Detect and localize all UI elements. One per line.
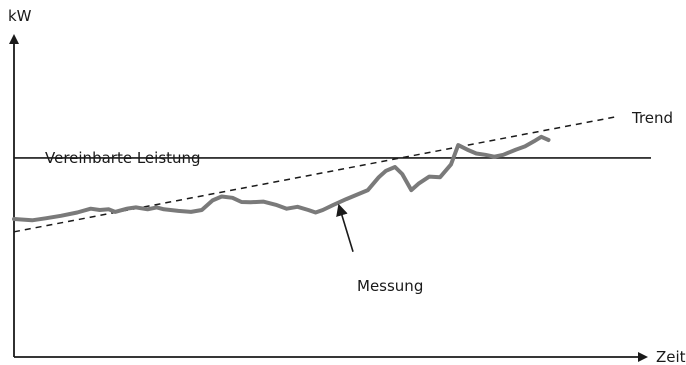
trend-label: Trend	[631, 109, 673, 127]
measurement-line	[12, 134, 551, 223]
measurement-label: Messung	[357, 277, 423, 295]
measurement-annotation-arrow	[336, 203, 354, 252]
reference-line-label: Vereinbarte Leistung	[45, 149, 201, 167]
trend-line	[13, 115, 620, 233]
y-axis-label: kW	[8, 7, 32, 25]
x-axis-label: Zeit	[656, 348, 686, 365]
